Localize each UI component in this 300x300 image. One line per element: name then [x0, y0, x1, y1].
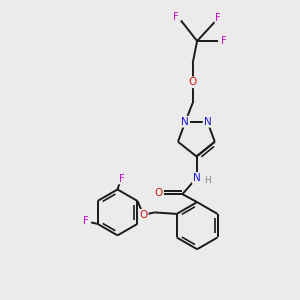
- Text: N: N: [193, 173, 200, 183]
- Text: O: O: [155, 188, 163, 198]
- Text: F: F: [173, 12, 178, 22]
- Text: O: O: [189, 77, 197, 87]
- Text: O: O: [139, 210, 148, 220]
- Text: F: F: [83, 216, 89, 226]
- Text: F: F: [215, 14, 221, 23]
- Text: N: N: [182, 117, 189, 127]
- Text: N: N: [203, 117, 211, 127]
- Text: F: F: [118, 174, 124, 184]
- Text: H: H: [204, 176, 211, 185]
- Text: F: F: [221, 36, 227, 46]
